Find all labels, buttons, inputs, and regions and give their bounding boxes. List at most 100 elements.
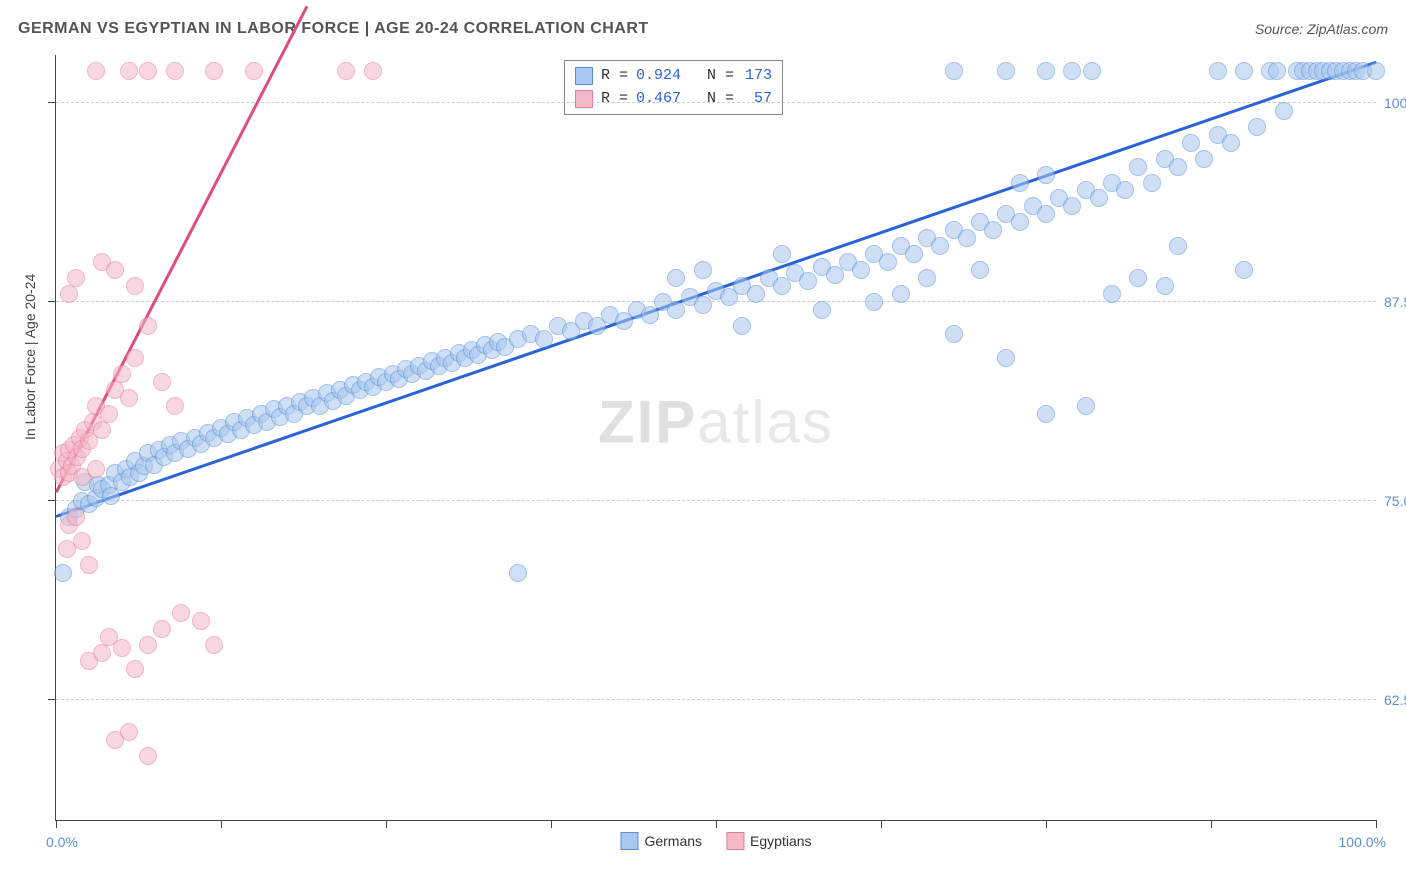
data-point: [1275, 102, 1293, 120]
legend-swatch: [726, 832, 744, 850]
y-axis-title: In Labor Force | Age 20-24: [22, 274, 38, 440]
data-point: [667, 269, 685, 287]
data-point: [997, 349, 1015, 367]
data-point: [126, 349, 144, 367]
data-point: [67, 508, 85, 526]
y-tick-label: 100.0%: [1384, 95, 1406, 111]
data-point: [1143, 174, 1161, 192]
legend-label: Egyptians: [750, 833, 811, 849]
data-point: [905, 245, 923, 263]
x-tick: [221, 820, 222, 828]
legend-swatch: [575, 67, 593, 85]
data-point: [87, 62, 105, 80]
data-point: [337, 62, 355, 80]
data-point: [1235, 62, 1253, 80]
x-tick: [716, 820, 717, 828]
data-point: [166, 62, 184, 80]
x-tick: [1046, 820, 1047, 828]
data-point: [945, 62, 963, 80]
data-point: [1182, 134, 1200, 152]
scatter-chart: ZIPatlas 0.0% 100.0% R = 0.924 N = 173R …: [55, 55, 1376, 821]
legend-row: R = 0.467 N = 57: [575, 88, 772, 111]
data-point: [694, 296, 712, 314]
data-point: [733, 317, 751, 335]
data-point: [1037, 405, 1055, 423]
data-point: [73, 532, 91, 550]
data-point: [1129, 158, 1147, 176]
data-point: [1222, 134, 1240, 152]
y-tick-label: 62.5%: [1384, 692, 1406, 708]
legend-r-label: R =: [601, 65, 628, 88]
data-point: [172, 604, 190, 622]
data-point: [120, 62, 138, 80]
x-axis-max-label: 100.0%: [1339, 834, 1386, 850]
data-point: [126, 660, 144, 678]
x-tick: [551, 820, 552, 828]
data-point: [245, 62, 263, 80]
legend-swatch: [620, 832, 638, 850]
data-point: [931, 237, 949, 255]
data-point: [205, 636, 223, 654]
legend-item: Germans: [620, 832, 702, 850]
legend-n-value: 173: [742, 65, 772, 88]
data-point: [192, 612, 210, 630]
data-point: [93, 421, 111, 439]
chart-title: GERMAN VS EGYPTIAN IN LABOR FORCE | AGE …: [18, 20, 649, 38]
data-point: [205, 62, 223, 80]
data-point: [1063, 197, 1081, 215]
data-point: [1209, 62, 1227, 80]
chart-source: Source: ZipAtlas.com: [1255, 21, 1388, 37]
chart-header: GERMAN VS EGYPTIAN IN LABOR FORCE | AGE …: [18, 20, 1388, 38]
data-point: [997, 62, 1015, 80]
data-point: [93, 644, 111, 662]
data-point: [747, 285, 765, 303]
data-point: [918, 269, 936, 287]
data-point: [509, 564, 527, 582]
data-point: [1077, 397, 1095, 415]
data-point: [958, 229, 976, 247]
gridline: [56, 699, 1376, 700]
x-axis-min-label: 0.0%: [46, 834, 78, 850]
data-point: [1268, 62, 1286, 80]
legend-row: R = 0.924 N = 173: [575, 65, 772, 88]
data-point: [153, 373, 171, 391]
data-point: [1037, 205, 1055, 223]
data-point: [1011, 174, 1029, 192]
correlation-legend: R = 0.924 N = 173R = 0.467 N = 57: [564, 60, 783, 115]
data-point: [139, 317, 157, 335]
data-point: [60, 285, 78, 303]
gridline: [56, 102, 1376, 103]
y-tick: [48, 699, 56, 700]
data-point: [58, 540, 76, 558]
data-point: [1083, 62, 1101, 80]
data-point: [892, 285, 910, 303]
legend-swatch: [575, 90, 593, 108]
x-tick: [1376, 820, 1377, 828]
data-point: [1063, 62, 1081, 80]
data-point: [139, 636, 157, 654]
data-point: [120, 389, 138, 407]
y-tick-label: 75.0%: [1384, 493, 1406, 509]
data-point: [879, 253, 897, 271]
x-tick: [386, 820, 387, 828]
data-point: [852, 261, 870, 279]
data-point: [813, 301, 831, 319]
legend-label: Germans: [644, 833, 702, 849]
y-tick: [48, 301, 56, 302]
data-point: [87, 460, 105, 478]
legend-r-label: R =: [601, 88, 628, 111]
gridline: [56, 301, 1376, 302]
data-point: [80, 556, 98, 574]
data-point: [139, 747, 157, 765]
data-point: [126, 277, 144, 295]
legend-r-value: 0.924: [636, 65, 681, 88]
y-tick: [48, 500, 56, 501]
legend-r-value: 0.467: [636, 88, 681, 111]
data-point: [1011, 213, 1029, 231]
data-point: [1129, 269, 1147, 287]
y-tick-label: 87.5%: [1384, 294, 1406, 310]
data-point: [113, 639, 131, 657]
data-point: [166, 397, 184, 415]
data-point: [113, 365, 131, 383]
x-tick: [56, 820, 57, 828]
